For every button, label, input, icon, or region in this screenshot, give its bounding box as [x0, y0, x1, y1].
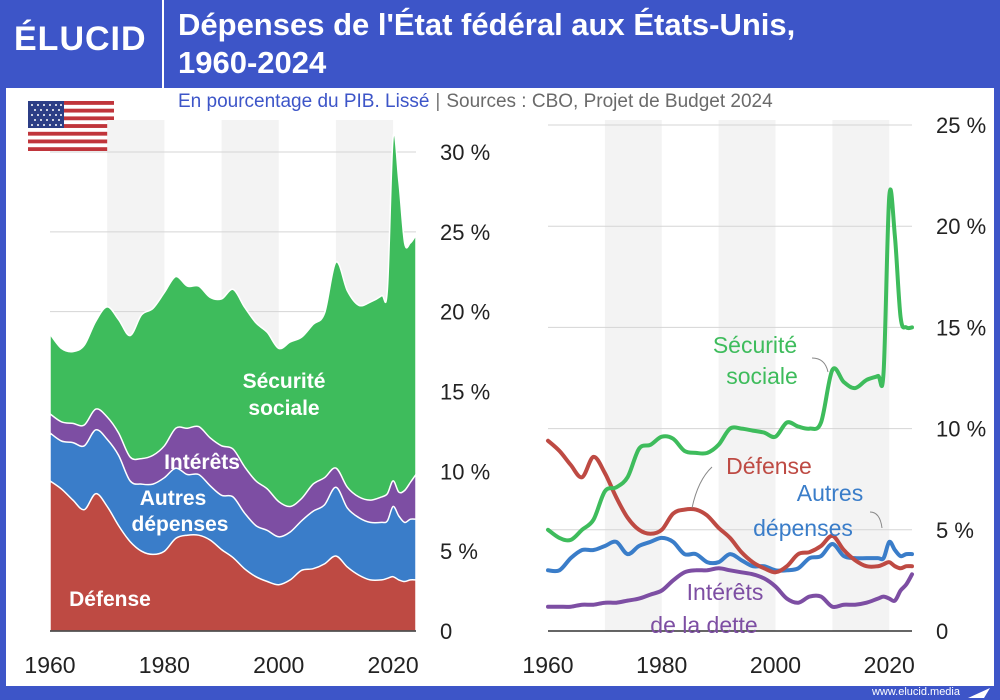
right-stripe: [718, 120, 776, 631]
right-label-defense: Défense: [726, 453, 812, 479]
page-title: Dépenses de l'État fédéral aux États-Uni…: [178, 6, 978, 82]
line-int-r-ts-de-la-dette: [546, 566, 914, 610]
right-label-securite: sociale: [726, 363, 798, 389]
left-x-tick-label: 1980: [139, 652, 190, 678]
subtitle-main: En pourcentage du PIB. Lissé: [178, 91, 430, 112]
area-d-fense: [49, 479, 417, 632]
right-y-tick-label: 15 %: [936, 315, 986, 340]
right-x-tick-label: 1960: [522, 652, 573, 678]
left-x-tick-label: 1960: [24, 652, 75, 678]
left-label-autres: dépenses: [132, 513, 229, 536]
right-label-autres: Autres: [797, 480, 863, 506]
subtitle-sources: Sources : CBO, Projet de Budget 2024: [446, 91, 773, 112]
leader-line: [869, 511, 883, 529]
header: ÉLUCID Dépenses de l'État fédéral aux Ét…: [0, 0, 1000, 88]
title-line-2: 1960-2024: [178, 45, 327, 80]
left-y-tick-label: 30 %: [440, 140, 490, 165]
left-y-tick-label: 25 %: [440, 220, 490, 245]
title-line-1: Dépenses de l'État fédéral aux États-Uni…: [178, 7, 796, 42]
right-x-tick-label: 2020: [864, 652, 915, 678]
left-x-tick-label: 2020: [368, 652, 419, 678]
left-label-interets: Intérêts: [164, 451, 240, 474]
right-x-tick-label: 1980: [636, 652, 687, 678]
right-label-interets: Intérêts: [687, 579, 764, 605]
right-stripe: [604, 120, 662, 631]
right-y-tick-label: 0: [936, 619, 948, 644]
left-y-tick-label: 20 %: [440, 300, 490, 325]
line-autres-d-penses: [546, 535, 914, 574]
left-y-tick-label: 0: [440, 619, 452, 644]
subtitle: En pourcentage du PIB. Lissé | Sources : C…: [178, 91, 978, 113]
right-y-tick-label: 5 %: [936, 518, 974, 543]
left-label-autres: Autres: [140, 487, 207, 510]
left-label-securite: Sécurité: [243, 370, 326, 393]
right-y-tick-label: 10 %: [936, 417, 986, 442]
right-label-interets: de la dette: [650, 612, 757, 638]
left-label-securite: sociale: [248, 397, 319, 420]
line-d-fense: [546, 438, 914, 575]
logo-divider: [162, 0, 164, 88]
left-label-defense: Défense: [69, 588, 151, 611]
footer-site: www.elucid.media: [871, 686, 960, 698]
us-flag-icon: [28, 101, 114, 151]
logo: ÉLUCID: [14, 20, 147, 58]
line-chart: 0 5 % 10 % 15 % 20 % 25 % 1960 1980 2000 2020 Sécu…: [522, 113, 986, 678]
right-label-autres: dépenses: [753, 515, 853, 541]
subtitle-separator: |: [435, 91, 441, 112]
right-y-tick-label: 20 %: [936, 214, 986, 239]
left-y-tick-label: 5 %: [440, 539, 478, 564]
right-label-securite: Sécurité: [713, 332, 797, 358]
line-s-curit-sociale: [546, 187, 914, 543]
leader-line: [811, 357, 829, 373]
left-x-tick-label: 2000: [253, 652, 304, 678]
left-y-tick-label: 15 %: [440, 380, 490, 405]
leader-line: [691, 466, 713, 509]
stacked-area-chart: 0 5 % 10 % 15 % 20 % 25 % 30 % 1960 1980 2000 2020…: [24, 120, 490, 678]
right-y-tick-label: 25 %: [936, 113, 986, 138]
right-x-tick-label: 2000: [750, 652, 801, 678]
left-y-tick-label: 10 %: [440, 459, 490, 484]
arrow-icon: [968, 688, 990, 698]
